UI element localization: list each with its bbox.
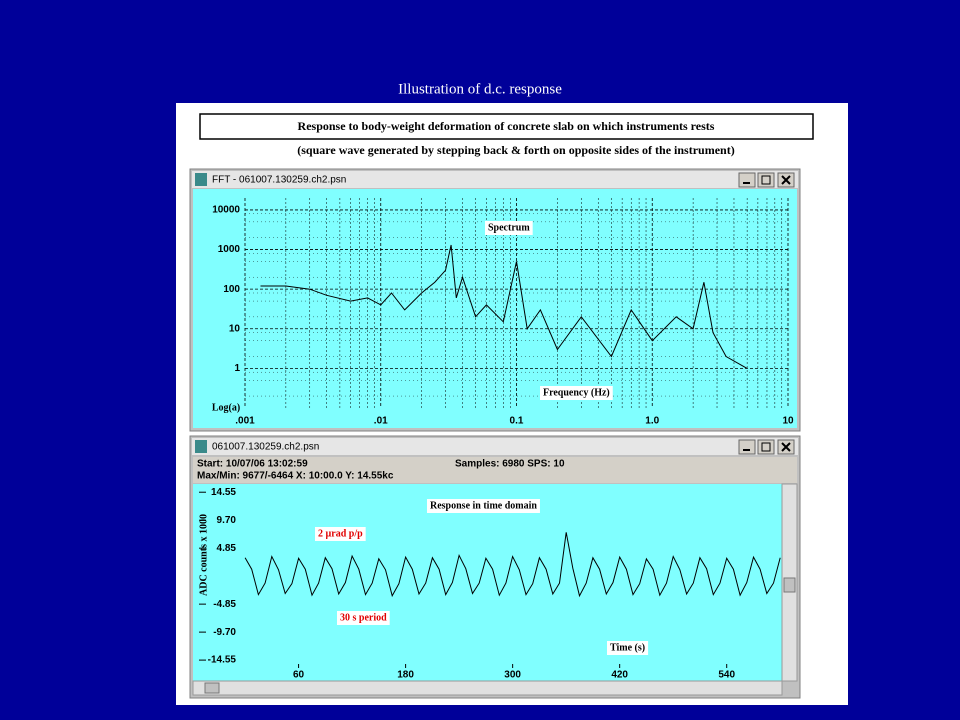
heading: Response to body-weight deformation of c… xyxy=(298,119,715,133)
scroll-thumb[interactable] xyxy=(783,577,796,593)
y-tick-label: -14.55 xyxy=(208,655,237,666)
minimize-button[interactable] xyxy=(738,172,756,188)
annotation-box xyxy=(485,221,533,235)
x-tick-label: 420 xyxy=(611,670,628,681)
app-icon xyxy=(195,173,207,186)
y-axis-label: ADC counts x 1000 xyxy=(198,514,209,596)
y-tick-label: 14.55 xyxy=(211,487,236,498)
x-tick-label: 300 xyxy=(504,670,521,681)
annotation: 30 s period xyxy=(340,612,387,623)
info-start: Start: 10/07/06 13:02:59 xyxy=(197,459,308,470)
window-title: 061007.130259.ch2.psn xyxy=(212,442,319,453)
annotation: Time (s) xyxy=(610,642,645,653)
annotation-box xyxy=(337,611,390,625)
x-tick-label: 10 xyxy=(782,416,794,427)
window-buttons[interactable] xyxy=(738,172,795,188)
title-bar xyxy=(192,438,798,455)
y-tick-label: 100 xyxy=(223,284,240,295)
annotation-box xyxy=(315,527,366,541)
title-bar xyxy=(192,171,798,188)
y-tick-label: 1000 xyxy=(218,244,241,255)
x-tick-label: .001 xyxy=(235,416,255,427)
scroll-thumb[interactable] xyxy=(204,682,220,694)
info-samples: Samples: 6980 SPS: 10 xyxy=(455,459,565,470)
icon xyxy=(761,442,771,452)
x-tick-label: 0.1 xyxy=(510,416,524,427)
annotation: 2 µrad p/p xyxy=(318,528,363,539)
window-buttons[interactable] xyxy=(738,439,795,455)
annotation-box xyxy=(540,386,613,400)
maximize-button[interactable] xyxy=(757,439,775,455)
annotation-box xyxy=(427,499,540,513)
slide-title: Illustration of d.c. response xyxy=(398,81,562,97)
data-line xyxy=(244,532,781,598)
horizontal-scrollbar[interactable] xyxy=(192,680,783,696)
heading-box xyxy=(199,113,814,140)
info-maxmin: Max/Min: 9677/-6464 X: 10:00.0 Y: 14.55k… xyxy=(197,471,394,482)
y-tick-label: -4.85 xyxy=(213,599,236,610)
annotation: Spectrum xyxy=(488,222,530,233)
x-tick-label: 1.0 xyxy=(645,416,659,427)
x-tick-label: 180 xyxy=(397,670,414,681)
annotation: Frequency (Hz) xyxy=(543,387,610,398)
y-tick-label: 4.85 xyxy=(217,543,237,554)
y-tick-label: 1 xyxy=(234,363,240,374)
x-tick-label: .01 xyxy=(374,416,388,427)
maximize-button[interactable] xyxy=(757,172,775,188)
y-axis-label: Log(a) xyxy=(212,402,240,413)
y-tick-label: 10000 xyxy=(212,205,240,216)
window-title: FFT - 061007.130259.ch2.psn xyxy=(212,175,346,186)
y-tick-label: 10 xyxy=(229,323,241,334)
app-icon xyxy=(195,440,207,453)
icon xyxy=(781,442,791,452)
data-line xyxy=(260,244,748,369)
x-tick-label: 60 xyxy=(293,670,305,681)
y-tick-label: 9.70 xyxy=(217,515,237,526)
icon xyxy=(761,175,771,185)
icon xyxy=(781,175,791,185)
x-tick-label: 540 xyxy=(718,670,735,681)
subheading: (square wave generated by stepping back … xyxy=(297,143,734,157)
y-tick-label: -9.70 xyxy=(213,627,236,638)
info-bar xyxy=(193,457,797,483)
minimize-button[interactable] xyxy=(738,439,756,455)
annotation-box xyxy=(607,641,649,655)
annotation: Response in time domain xyxy=(430,500,537,511)
